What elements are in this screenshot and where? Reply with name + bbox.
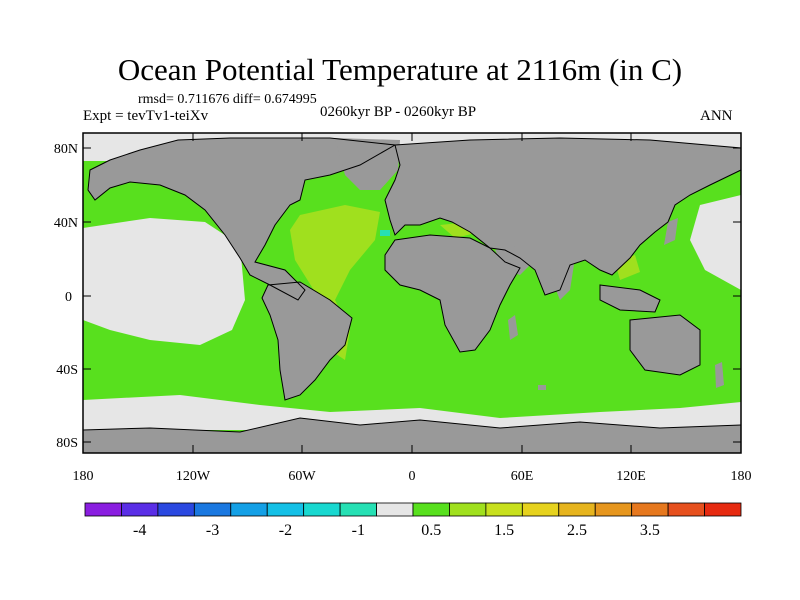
north-pacific-neutral-region (83, 218, 245, 345)
colorbar-swatch (157, 502, 195, 517)
land-japan (664, 218, 678, 245)
lat-label-40s: 40S (56, 363, 78, 378)
period-label: 0260kyr BP - 0260kyr BP (320, 104, 477, 120)
land-masses (83, 138, 741, 453)
lon-label-120e: 120E (616, 469, 646, 484)
lat-label-0: 0 (65, 290, 72, 305)
experiment-label: Expt = tevTv1-teiXv (83, 108, 209, 124)
west-pacific-neutral-region (690, 195, 741, 290)
colorbar-labels: -4 -3 -2 -1 0.5 1.5 2.5 3.5 (133, 522, 660, 539)
colorbar-label: 3.5 (640, 522, 660, 539)
colorbar-swatch (485, 502, 523, 517)
colorbar-label: -1 (352, 522, 365, 539)
lon-label-180w: 180 (73, 469, 94, 484)
lat-label-80n: 80N (54, 142, 78, 157)
colorbar-swatch (339, 502, 377, 517)
land-africa (385, 235, 520, 352)
land-south-america (262, 282, 352, 400)
land-southeast-asia (600, 285, 660, 312)
season-label: ANN (700, 108, 733, 124)
colorbar-swatch (449, 502, 487, 517)
colorbar-label: -2 (279, 522, 292, 539)
lon-label-120w: 120W (176, 469, 211, 484)
colorbar-swatch (193, 502, 232, 517)
land-australia (630, 315, 700, 375)
stats-text: rmsd= 0.711676 diff= 0.674995 (138, 92, 317, 107)
colorbar-swatch (558, 502, 596, 517)
axis-ticks (82, 133, 742, 453)
lon-label-60w: 60W (288, 469, 316, 484)
colorbar-swatch (376, 502, 414, 517)
lon-label-60e: 60E (511, 469, 534, 484)
land-antarctica (83, 418, 741, 453)
land-new-zealand (715, 362, 724, 388)
southern-ocean-neutral-region (83, 395, 741, 430)
lat-label-40n: 40N (54, 216, 78, 231)
colorbar-label: 0.5 (421, 522, 441, 539)
lon-label-180e: 180 (731, 469, 752, 484)
colorbar (84, 502, 742, 517)
cold-spot-gibraltar (380, 230, 390, 236)
colorbar-swatch (594, 502, 633, 517)
atlantic-warm-region (290, 205, 380, 360)
colorbar-swatch (704, 502, 742, 517)
lon-label-0: 0 (409, 469, 416, 484)
colorbar-label: 1.5 (494, 522, 514, 539)
land-madagascar (508, 315, 518, 340)
land-eurasia (385, 138, 741, 295)
map-field (82, 133, 742, 453)
lat-label-80s: 80S (56, 436, 78, 451)
colorbar-label: -4 (133, 522, 146, 539)
colorbar-swatch (667, 502, 705, 517)
colorbar-swatch (631, 502, 669, 517)
colorbar-label: 2.5 (567, 522, 587, 539)
land-small-island (538, 385, 546, 390)
colorbar-swatch (303, 502, 341, 517)
land-arabia (495, 245, 535, 275)
colorbar-swatch (84, 502, 122, 517)
land-north-america (88, 138, 395, 300)
colorbar-swatch (412, 502, 450, 517)
colorbar-swatch (230, 502, 268, 517)
colorbar-swatch (266, 502, 305, 517)
colorbar-swatch (121, 502, 159, 517)
colorbar-label: -3 (206, 522, 219, 539)
coastlines (82, 137, 742, 433)
plot-title: Ocean Potential Temperature at 2116m (in… (117, 52, 683, 87)
colorbar-swatch (521, 502, 560, 517)
